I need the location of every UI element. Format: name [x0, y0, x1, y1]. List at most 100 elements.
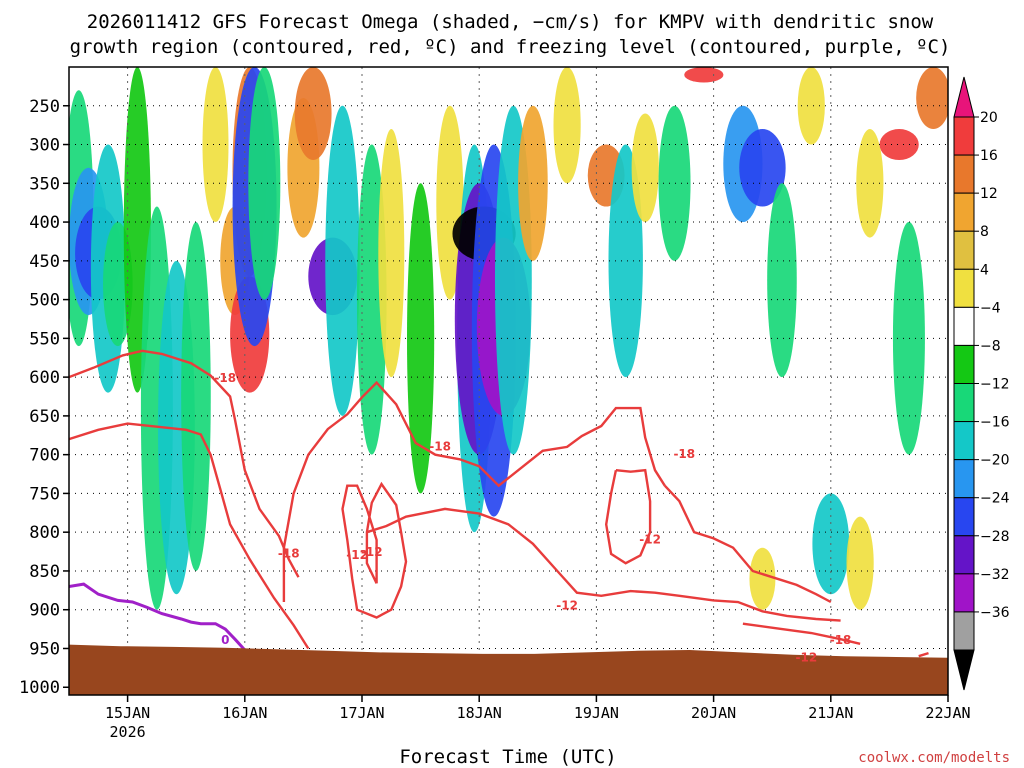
- y-tick-label: 850: [29, 562, 60, 582]
- chart-title-line2: growth region (contoured, red, ºC) and f…: [70, 36, 951, 58]
- colorbar-bottom-arrow: [953, 649, 975, 691]
- contour-label: -18: [429, 439, 451, 453]
- y-tick-label: 950: [29, 639, 60, 659]
- x-tick-label: 18JAN: [457, 704, 502, 722]
- contour-label: -12: [796, 650, 818, 664]
- colorbar-label: −20: [980, 453, 1010, 469]
- freezing-level-line: [69, 582, 246, 652]
- omega-cell: [892, 222, 925, 455]
- colorbar-segment: [953, 611, 975, 651]
- ground-surface: [69, 644, 948, 695]
- contour-label: -18: [214, 371, 236, 385]
- colorbar-label: −32: [980, 567, 1010, 583]
- colorbar-label: 16: [980, 148, 998, 164]
- y-tick-label: 750: [29, 484, 60, 504]
- y-tick-label: 500: [29, 291, 60, 311]
- colorbar: 20 16 12 8 4 −4 −8 −12 −16 −20 −24 −28 −32 −36: [953, 76, 1010, 691]
- contour-labels: -18-18 -12-12-18-12-18-12-12-180: [214, 371, 851, 664]
- y-tick-label: 400: [29, 213, 60, 233]
- omega-cell: [658, 105, 691, 261]
- omega-cell: [202, 67, 229, 223]
- x-tick-label: 21JAN: [808, 704, 853, 722]
- omega-cell: [846, 516, 874, 610]
- omega-cell: [916, 67, 948, 130]
- y-tick-label: 450: [29, 252, 60, 272]
- y-tick-label: 800: [29, 523, 60, 543]
- x-tick-label: 16JAN: [222, 704, 267, 722]
- colorbar-label: −24: [980, 491, 1010, 507]
- plot-frame: [68, 66, 949, 696]
- dgz-contour-line: [663, 484, 832, 604]
- colorbar-segment: [953, 230, 975, 270]
- colorbar-label: 4: [980, 262, 989, 278]
- colorbar-label: −16: [980, 415, 1010, 431]
- x-tick-label: 17JAN: [339, 704, 384, 722]
- contour-label: -12: [639, 532, 661, 546]
- contour-label: -12: [556, 598, 578, 612]
- omega-cell: [767, 183, 797, 378]
- colorbar-segment: [953, 497, 975, 537]
- dgz-contour-line: [604, 468, 652, 565]
- dgz-contour-line: [366, 507, 841, 622]
- y-tick-label: 300: [29, 136, 60, 156]
- omega-cell: [553, 67, 581, 184]
- colorbar-label: −4: [980, 300, 1001, 316]
- contour-label: -18: [673, 447, 695, 461]
- omega-cell: [739, 129, 786, 207]
- omega-cell: [608, 144, 643, 378]
- dgz-contour-line: [341, 481, 408, 619]
- omega-cell: [436, 105, 464, 300]
- y-tick-label: 350: [29, 174, 60, 194]
- colorbar-segment: [953, 154, 975, 194]
- omega-cell: [856, 129, 884, 238]
- colorbar-segment: [953, 268, 975, 308]
- y-tick-label: 250: [29, 97, 60, 117]
- omega-cell: [879, 129, 919, 161]
- colorbar-segment: [953, 459, 975, 499]
- dgz-contour-line: [69, 422, 310, 650]
- colorbar-segment: [953, 383, 975, 423]
- colorbar-top-arrow: [953, 76, 975, 118]
- omega-cell: [407, 183, 435, 494]
- omega-cell: [248, 67, 281, 300]
- colorbar-label: −8: [980, 338, 1001, 354]
- omega-cell: [378, 129, 405, 378]
- colorbar-segment: [953, 344, 975, 384]
- contour-label: -12: [361, 545, 383, 559]
- colorbar-segment: [953, 306, 975, 346]
- omega-shading: [69, 67, 948, 610]
- omega-cell: [631, 113, 659, 223]
- colorbar-label: −28: [980, 529, 1010, 545]
- x-axis-label: Forecast Time (UTC): [399, 746, 616, 768]
- x-tick-label: 15JAN: [105, 704, 150, 722]
- contours: [69, 349, 929, 658]
- y-tick-label: 600: [29, 368, 60, 388]
- y-tick-label: 900: [29, 601, 60, 621]
- dgz-contour-line: [742, 622, 861, 645]
- colorbar-segment: [953, 116, 975, 156]
- contour-label: 0: [221, 633, 229, 647]
- omega-cell: [797, 67, 825, 145]
- dgz-contour-line: [69, 349, 300, 578]
- colorbar-segment: [953, 573, 975, 613]
- y-tick-label: 550: [29, 329, 60, 349]
- omega-cell: [684, 67, 724, 83]
- colorbar-segment: [953, 192, 975, 232]
- colorbar-segment: [953, 421, 975, 461]
- chart-title-line1: 2026011412 GFS Forecast Omega (shaded, −…: [87, 11, 934, 33]
- colorbar-segment: [953, 535, 975, 575]
- credit-link[interactable]: coolwx.com/modelts: [858, 750, 1010, 766]
- omega-cell: [294, 67, 332, 161]
- x-tick-label: 19JAN: [574, 704, 619, 722]
- y-tick-label: 700: [29, 446, 60, 466]
- omega-cell: [325, 105, 360, 416]
- y-tick-label: 650: [29, 407, 60, 427]
- colorbar-label: 12: [980, 186, 998, 202]
- contour-label: -18: [830, 633, 852, 647]
- omega-cell: [181, 222, 211, 571]
- contour-label: -18: [278, 546, 300, 560]
- contour-label: -12: [346, 548, 368, 562]
- colorbar-label: 20: [980, 110, 998, 126]
